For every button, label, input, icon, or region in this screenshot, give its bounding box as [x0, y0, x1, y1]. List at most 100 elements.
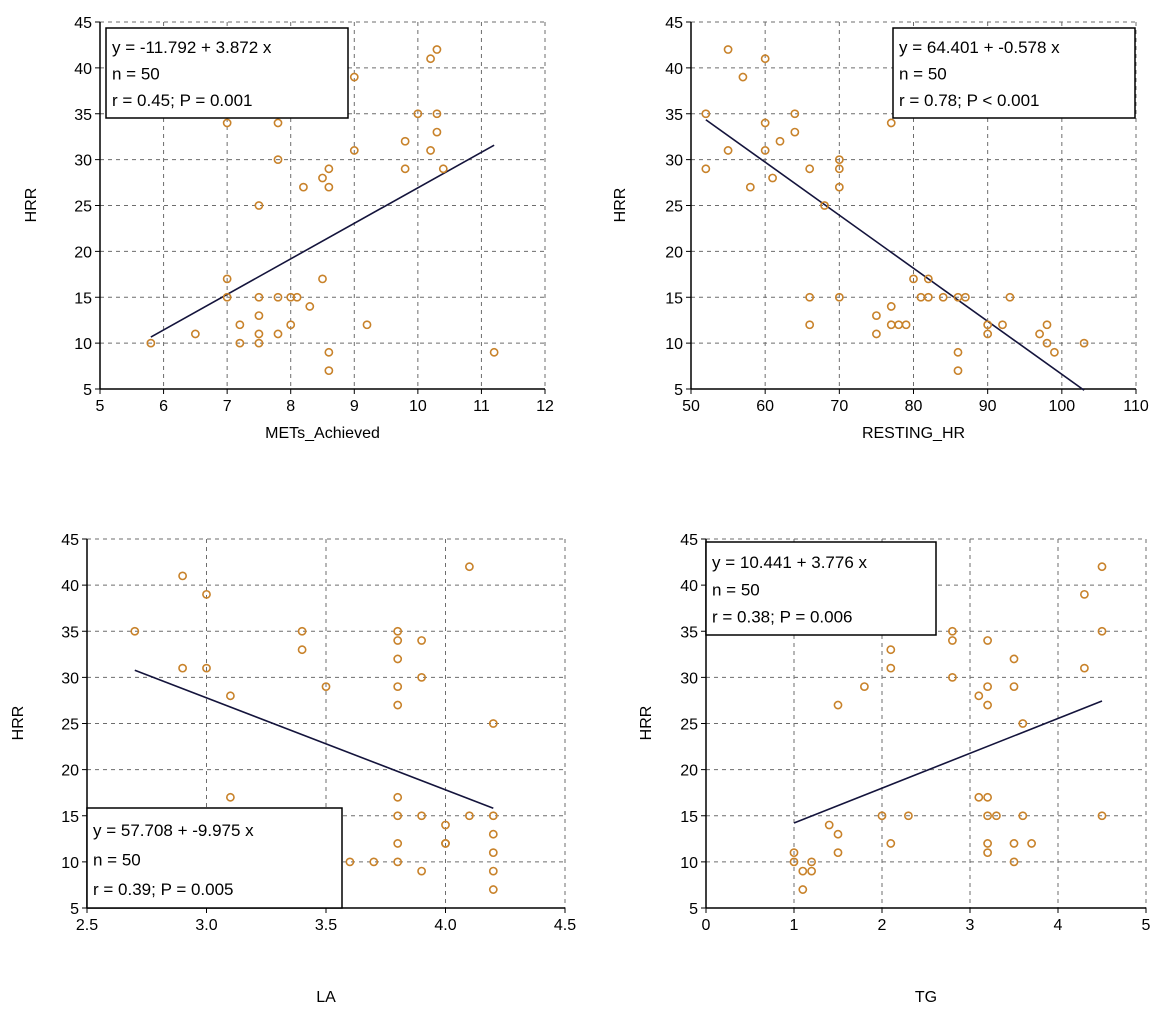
y-tick-label: 45 [61, 532, 79, 549]
data-point [286, 292, 296, 302]
data-point [1097, 626, 1107, 636]
data-point [760, 54, 770, 64]
x-axis-label: METs_Achieved [265, 425, 380, 442]
regression-annotation-box [705, 541, 937, 636]
data-point [833, 848, 843, 858]
y-tick-label: 5 [689, 901, 698, 918]
y-tick-label: 20 [665, 244, 683, 261]
data-point [909, 274, 918, 284]
y-tick-label: 45 [665, 15, 683, 32]
data-point [1027, 839, 1036, 848]
data-point [292, 292, 302, 302]
data-point [834, 164, 844, 174]
data-point [745, 182, 755, 192]
y-tick-label: 5 [70, 901, 79, 918]
data-point [417, 811, 426, 821]
data-point [860, 682, 869, 691]
data-point [798, 866, 808, 876]
data-point [1080, 589, 1089, 599]
y-tick-label: 35 [680, 624, 698, 641]
x-axis-label: LA [316, 989, 336, 1006]
data-point [834, 292, 844, 302]
data-point [202, 589, 211, 599]
data-point [886, 302, 896, 311]
data-point [877, 811, 887, 821]
data-point [488, 811, 498, 821]
data-point [417, 672, 426, 682]
data-point [222, 274, 232, 284]
data-point [413, 109, 423, 119]
data-point [886, 118, 896, 128]
data-point [432, 127, 442, 137]
y-tick-label: 20 [74, 244, 92, 261]
data-point [904, 811, 913, 821]
data-point [1050, 347, 1059, 357]
data-point [146, 338, 156, 348]
data-point [273, 155, 283, 165]
annotation-line: r = 0.39; P = 0.005 [93, 880, 234, 899]
data-point [1035, 329, 1044, 339]
data-point [130, 626, 140, 636]
data-point [1009, 839, 1019, 848]
data-point [254, 201, 264, 210]
y-tick-label: 35 [665, 107, 683, 124]
data-point [426, 146, 435, 155]
x-tick-label: 5 [1142, 917, 1151, 934]
data-point [1018, 719, 1028, 728]
y-tick-label: 25 [665, 199, 683, 216]
annotation-line: y = 57.708 + -9.975 x [93, 821, 254, 840]
data-point [393, 792, 403, 802]
data-point [723, 45, 733, 54]
data-point [992, 811, 1001, 821]
x-tick-label: 3.0 [195, 917, 217, 934]
data-point [886, 663, 896, 673]
data-point [807, 857, 816, 867]
data-point [760, 118, 770, 128]
data-point [488, 885, 498, 894]
data-point [488, 848, 498, 858]
data-point [983, 700, 992, 710]
data-point [738, 72, 748, 82]
data-point [901, 320, 911, 330]
x-tick-label: 70 [830, 398, 848, 415]
data-point [441, 820, 450, 830]
data-point [1018, 811, 1028, 821]
x-tick-label: 10 [409, 398, 427, 415]
y-tick-label: 10 [680, 855, 698, 872]
data-point [790, 127, 800, 137]
x-tick-label: 5 [96, 398, 105, 415]
data-point [1079, 338, 1089, 348]
annotation-line: r = 0.38; P = 0.006 [712, 608, 853, 627]
data-point [1005, 292, 1015, 302]
data-point [948, 672, 957, 682]
regression-line [134, 669, 494, 809]
chart-panel-mets-achieved: 5 6 7 8 9 10 11 12 5 10 15 20 25 30 35 40 45 METs_Achieve… [23, 15, 554, 442]
data-point [983, 682, 992, 691]
x-tick-label: 4.0 [434, 917, 456, 934]
y-tick-label: 30 [680, 670, 698, 687]
data-point [886, 839, 896, 848]
y-tick-label: 40 [74, 61, 92, 78]
data-point [886, 645, 896, 655]
data-point [1097, 811, 1107, 821]
data-point [938, 292, 948, 302]
data-point [923, 274, 933, 284]
annotation-line: y = 64.401 + -0.578 x [899, 38, 1060, 57]
y-tick-label: 25 [61, 717, 79, 734]
data-point [222, 118, 232, 128]
data-point [833, 700, 843, 710]
data-point [983, 848, 992, 858]
data-point [833, 829, 843, 839]
data-point [820, 201, 829, 210]
data-point [1080, 663, 1089, 673]
data-point [362, 320, 372, 330]
y-axis-label: HRR [23, 188, 40, 223]
data-point [297, 645, 307, 655]
x-tick-label: 0 [702, 917, 711, 934]
data-point [1042, 338, 1052, 348]
data-point [789, 848, 799, 858]
data-point [983, 839, 992, 848]
y-tick-label: 10 [74, 336, 92, 353]
